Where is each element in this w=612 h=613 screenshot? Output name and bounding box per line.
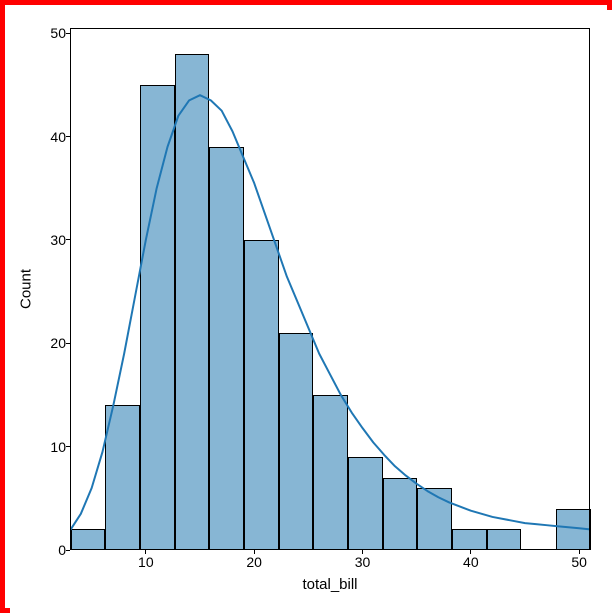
x-tick-label: 30 [355,554,371,570]
kde-path [71,95,590,529]
y-tick-label: 0 [58,542,66,558]
histogram-bar [140,85,175,550]
x-axis-label: total_bill [302,576,357,593]
figure-area: 10 20 30 40 50 0 10 20 30 40 50 total_bill Count [10,10,612,613]
x-tick-label: 10 [138,554,154,570]
y-tick [66,550,70,551]
y-tick-label: 20 [50,335,66,351]
histogram-bars [70,28,590,550]
y-axis-label: Count [18,269,35,309]
chart-frame: 10 20 30 40 50 0 10 20 30 40 50 total_bill Count [0,0,612,613]
histogram-bar [279,333,314,550]
histogram-bar [487,529,522,550]
histogram-bar [383,478,418,550]
histogram-bar [417,488,452,550]
histogram-bar [209,147,244,550]
histogram-bar [244,240,279,550]
y-tick [66,33,70,34]
x-tick-label: 50 [571,554,587,570]
y-tick [66,136,70,137]
kde-curve [70,28,590,550]
plot-area [70,28,590,550]
histogram-bar [71,529,106,550]
y-tick [66,446,70,447]
y-tick-label: 40 [50,129,66,145]
x-tick-label: 20 [246,554,262,570]
y-tick-label: 50 [50,25,66,41]
x-tick-label: 40 [463,554,479,570]
histogram-bar [348,457,383,550]
y-tick [66,343,70,344]
y-tick-label: 10 [50,439,66,455]
y-tick-label: 30 [50,232,66,248]
axes-border [70,28,590,550]
histogram-bar [313,395,348,550]
y-tick [66,239,70,240]
histogram-bar [105,405,140,550]
histogram-bar [175,54,210,550]
histogram-bar [556,509,591,550]
histogram-bar [452,529,487,550]
